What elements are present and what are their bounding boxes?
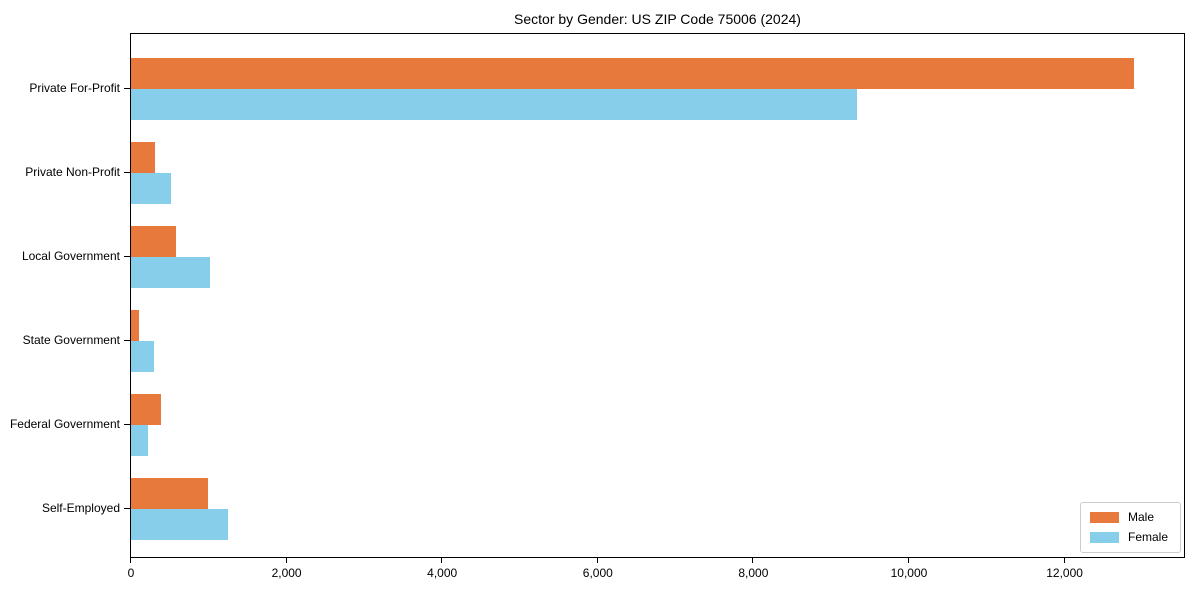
bar-female-state-government [131,341,155,372]
y-axis-label: Local Government [21,249,120,263]
bar-female-local-government [131,257,211,288]
bar-female-federal-government [131,425,149,456]
legend-label-male: Male [1127,510,1154,524]
x-axis-tick [596,558,598,563]
x-axis-tick [441,558,443,563]
x-axis-tick-label: 0 [127,566,135,580]
plot-area: Male Female Private For-Profit Private No… [10,33,1185,580]
x-axis-tick [907,558,909,563]
y-axis-tick [124,256,130,257]
y-axis-tick [124,88,130,89]
legend-entry-female: Female [1089,530,1168,544]
bar-male-state-government [131,310,139,341]
y-axis-label: State Government [22,333,120,347]
x-axis-tick [130,558,131,563]
bar-male-federal-government [131,394,161,425]
y-axis-label: Private Non-Profit [25,165,120,179]
x-axis-tick-label: 12,000 [1046,566,1083,580]
y-axis-tick [124,340,130,341]
bar-female-private-non-profit [131,173,172,204]
y-axis-tick [124,424,130,425]
legend-swatch-male-icon [1089,512,1119,523]
x-axis-tick [1063,558,1065,563]
bar-female-private-for-profit [131,89,857,120]
y-axis-label: Federal Government [9,417,120,431]
y-axis-tick [124,508,130,509]
legend: Male Female [1079,502,1181,553]
x-axis-tick-label: 10,000 [890,566,928,580]
y-axis-label: Self-Employed [41,501,120,515]
x-axis-tick [285,558,287,563]
x-axis-tick-label: 2,000 [271,566,302,580]
x-axis-tick-label: 6,000 [582,566,613,580]
bar-female-self-employed [131,509,229,540]
x-axis-tick [752,558,754,563]
bar-male-self-employed [131,478,209,509]
legend-entry-male: Male [1089,510,1168,524]
x-axis-tick-label: 8,000 [738,566,769,580]
bar-male-private-non-profit [131,142,156,173]
bar-male-local-government [131,226,177,257]
y-axis-label: Private For-Profit [29,81,120,95]
chart-title: Sector by Gender: US ZIP Code 75006 (202… [514,11,801,27]
y-axis-tick [124,172,130,173]
x-axis-tick-label: 4,000 [427,566,458,580]
bar-male-private-for-profit [131,58,1134,89]
legend-label-female: Female [1127,530,1168,544]
legend-swatch-female-icon [1089,532,1119,543]
